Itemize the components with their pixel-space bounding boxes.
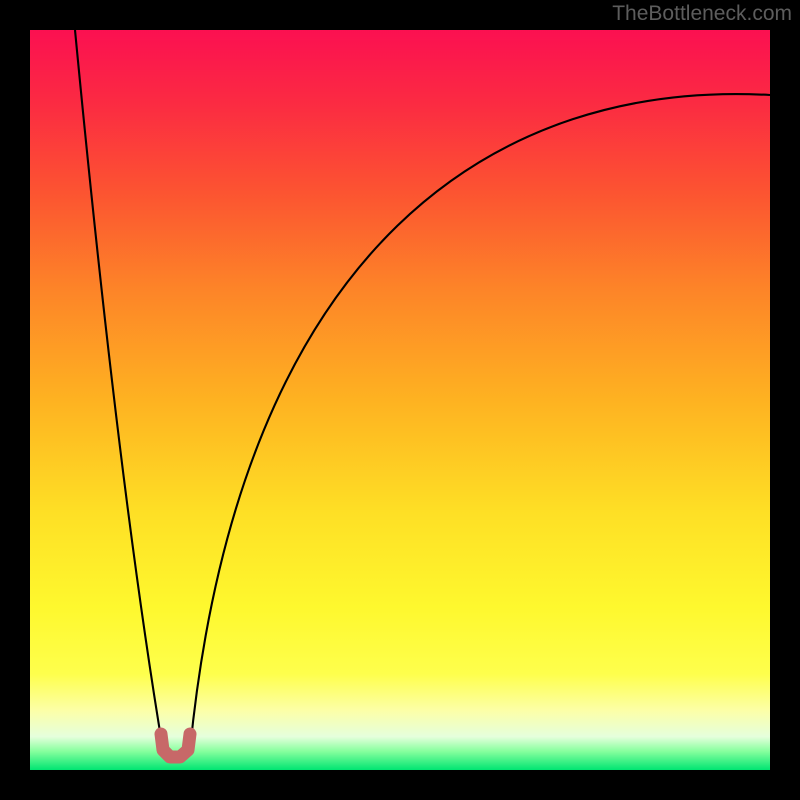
watermark-text: TheBottleneck.com <box>612 2 792 26</box>
chart-container: TheBottleneck.com <box>0 0 800 800</box>
plot-background <box>30 30 770 770</box>
bottleneck-chart <box>0 0 800 800</box>
